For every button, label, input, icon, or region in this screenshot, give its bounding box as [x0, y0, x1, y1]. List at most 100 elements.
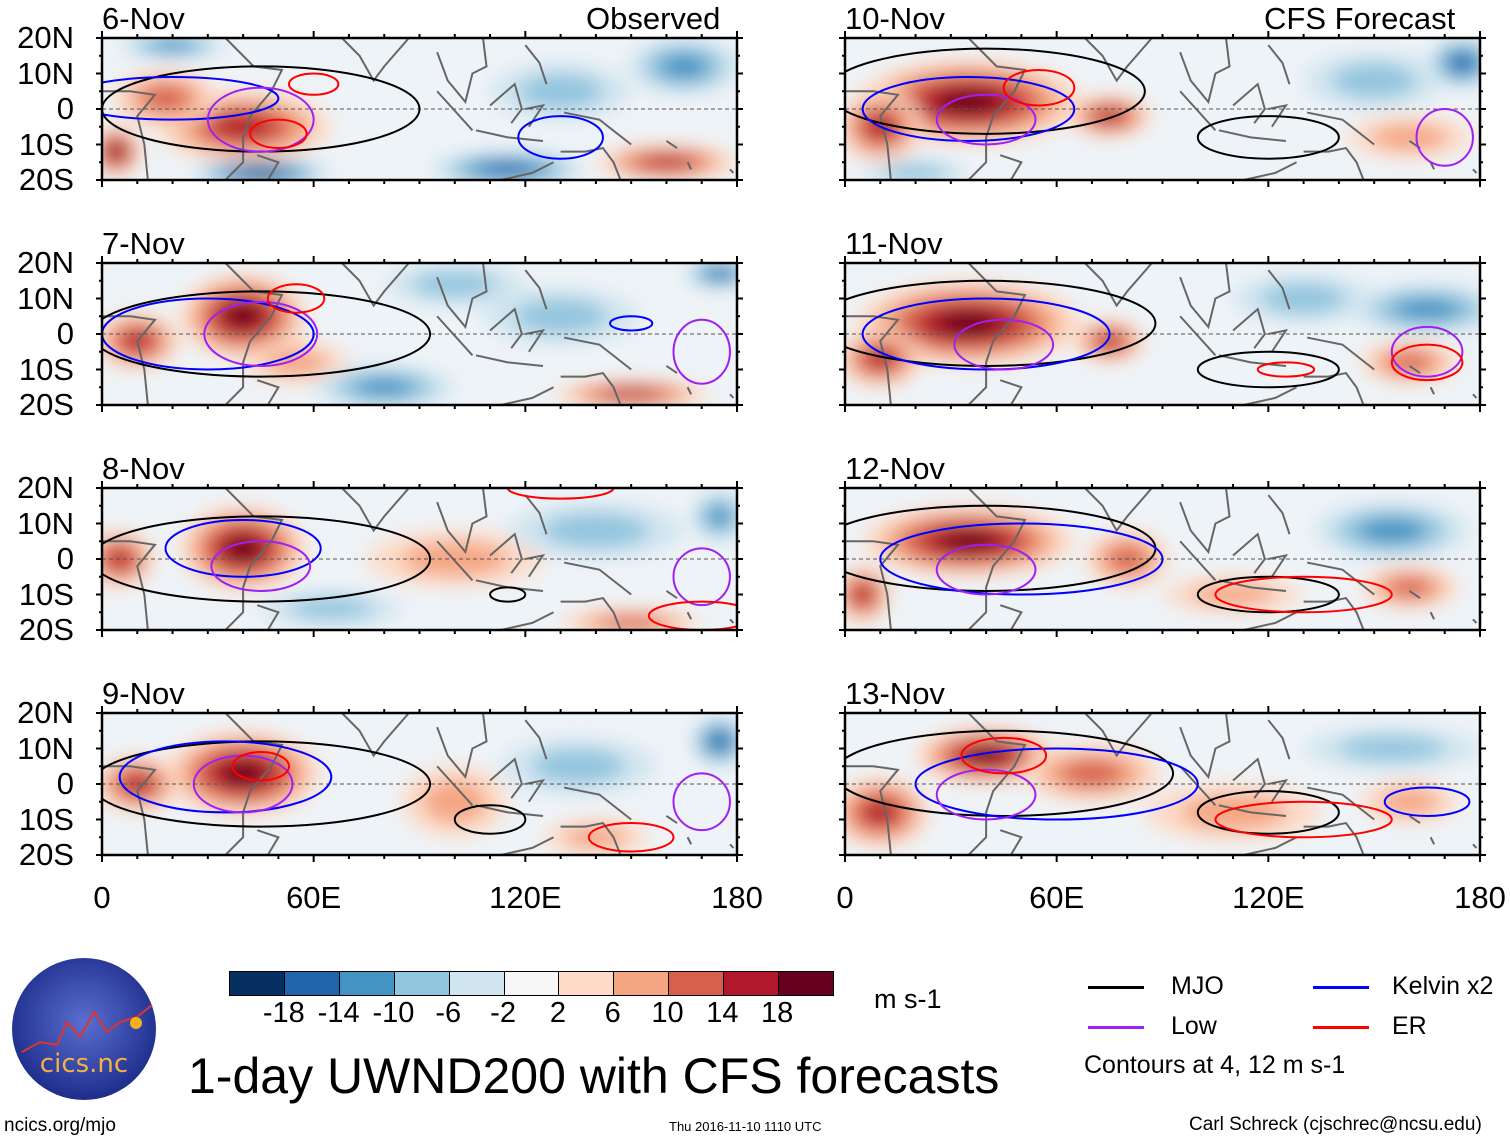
wind-anomaly-shading [853, 585, 873, 604]
low-contour [935, 543, 1037, 596]
map-panel [96, 31, 743, 187]
coastline [525, 553, 546, 578]
lat-label: 10N [17, 55, 74, 91]
er-contour [1214, 575, 1393, 614]
er-contour [231, 751, 290, 782]
panel-date: 9-Nov [102, 676, 185, 711]
legend-label-er: ER [1392, 1012, 1427, 1040]
coastline [500, 611, 555, 630]
coastline [475, 804, 544, 817]
panel-date: 11-Nov [845, 226, 943, 261]
mjo-contour [845, 47, 1146, 135]
wind-anomaly-shading [481, 163, 534, 176]
lat-label: 0 [56, 541, 74, 576]
wind-anomaly-shading [605, 389, 658, 400]
coastline [665, 815, 678, 824]
coastline [563, 786, 632, 821]
low-contour [1390, 325, 1464, 378]
wind-anomaly-shading [709, 733, 729, 750]
lon-label: 180 [711, 880, 763, 915]
wind-anomaly-shading [531, 749, 625, 784]
wind-anomaly-shading [1331, 63, 1417, 98]
coastline [436, 38, 488, 105]
coastline [967, 713, 1027, 855]
lon-label: 120E [1232, 880, 1305, 915]
mjo-contour [1196, 790, 1340, 835]
coastline [102, 90, 157, 180]
coastline [436, 315, 474, 356]
er-contour [1002, 68, 1076, 107]
lat-label: 20S [18, 837, 74, 872]
coastline [1306, 336, 1375, 371]
kelvin-contour [102, 76, 280, 121]
colorbar-tick-label: 10 [651, 997, 684, 1029]
colorbar-tick-label: -18 [262, 997, 305, 1029]
colorbar-units: m s-1 [874, 984, 942, 1014]
coastline [686, 611, 693, 620]
contour-note: Contours at 4, 12 m s-1 [1084, 1051, 1346, 1079]
wind-anomaly-shading [225, 536, 261, 560]
wind-anomaly-shading [1388, 578, 1431, 597]
coastline [1472, 843, 1478, 849]
wind-anomaly-shading [1190, 583, 1276, 606]
coastline [224, 713, 284, 855]
er-contour [249, 118, 308, 150]
kelvin-contour [879, 522, 1164, 596]
coastline [489, 532, 523, 574]
coastline [436, 263, 488, 330]
coastline [500, 161, 555, 180]
coastline [665, 140, 678, 149]
kelvin-contour [861, 297, 1111, 371]
legend-label-mjo: MJO [1171, 972, 1224, 1000]
kelvin-contour [914, 747, 1199, 821]
lat-label: 20S [18, 162, 74, 197]
coastline [1243, 161, 1298, 180]
coastline [1306, 111, 1375, 146]
coastline [560, 596, 622, 630]
coastline [341, 38, 410, 83]
lat-label: 10S [18, 576, 74, 612]
lat-label: 20N [17, 20, 74, 55]
coastline [1218, 129, 1287, 142]
coastline [1268, 553, 1289, 578]
coastline [1232, 532, 1266, 574]
wind-anomaly-shading [109, 144, 123, 159]
mjo-contour [1196, 350, 1340, 389]
legend-line-mjo [1088, 986, 1144, 989]
kelvin-contour [1383, 786, 1471, 817]
colorbar-swatch [724, 972, 780, 995]
coastline [256, 829, 280, 855]
coastline [436, 90, 474, 131]
coastline [341, 488, 410, 533]
footer-url[interactable]: ncics.org/mjo [4, 1115, 116, 1136]
coastline [1408, 590, 1421, 599]
lat-label: 0 [56, 91, 74, 126]
kelvin-contour [609, 315, 654, 332]
coastline [665, 365, 678, 374]
coastline [1179, 540, 1217, 581]
mjo-contour [1196, 115, 1340, 160]
map-panel [839, 31, 1486, 187]
coastline [489, 307, 523, 349]
colorbar-tick-label: -6 [435, 997, 462, 1029]
coastline [1084, 38, 1153, 83]
wind-anomaly-shading [542, 513, 649, 548]
coastline [1472, 168, 1478, 174]
low-contour [1415, 108, 1474, 167]
coastline [1179, 713, 1231, 780]
coastline [967, 38, 1027, 180]
colorbar-tick-label: -14 [317, 997, 360, 1029]
er-contour [287, 72, 340, 96]
panel-date: 8-Nov [102, 451, 185, 486]
kelvin-contour [517, 115, 604, 160]
colorbar-swatch [559, 972, 615, 995]
legend-line-er [1313, 1026, 1369, 1029]
kelvin-contour [102, 297, 315, 371]
coastline [729, 393, 735, 399]
footer-timestamp: Thu 2016-11-10 1110 UTC [669, 1119, 822, 1134]
coastline [1243, 836, 1298, 855]
panel-date: 13-Nov [845, 676, 945, 711]
coastline [525, 103, 546, 128]
coastline [845, 315, 900, 405]
